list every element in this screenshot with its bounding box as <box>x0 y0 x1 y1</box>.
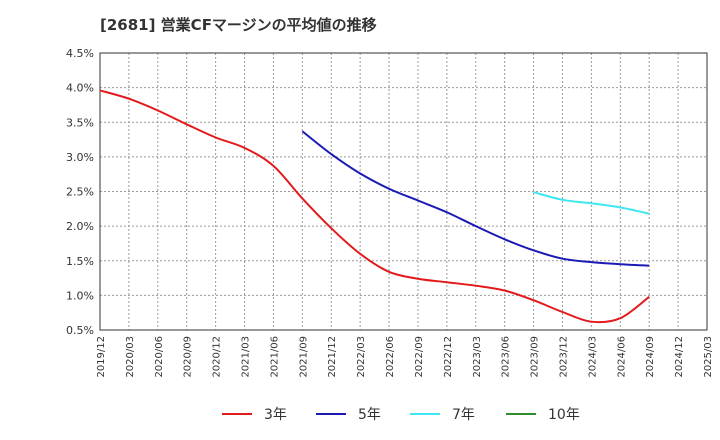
x-tick-label: 2024/06 <box>616 336 627 378</box>
axes: 0.5% 1.0% 1.5% 2.0% 2.5% 3.0% 3.5% 4.0% 4.5% 2019… <box>66 47 714 378</box>
y-tick-label: 2.5% <box>66 186 94 199</box>
x-tick-label: 2021/06 <box>269 336 280 378</box>
x-tick-label: 2022/06 <box>385 336 396 378</box>
chart-title: [2681] 営業CFマージンの平均値の推移 <box>100 16 377 34</box>
legend-label: 10年 <box>548 407 580 423</box>
y-tick-label: 2.0% <box>66 220 94 233</box>
y-tick-label: 1.0% <box>66 289 94 302</box>
plot-frame <box>99 52 708 331</box>
series-lines <box>99 89 650 324</box>
series-line <box>533 191 650 215</box>
x-tick-label: 2019/12 <box>96 336 107 378</box>
x-tick-label: 2022/03 <box>356 336 367 378</box>
x-tick-label: 2021/03 <box>241 336 252 378</box>
x-tick-label: 2020/09 <box>183 336 194 378</box>
y-tick-label: 3.0% <box>66 151 94 164</box>
x-tick-label: 2023/12 <box>558 336 569 378</box>
x-tick-label: 2022/09 <box>414 336 425 378</box>
series-line <box>99 89 650 324</box>
x-tick-label: 2020/12 <box>212 336 223 378</box>
x-tick-label: 2020/06 <box>154 336 165 378</box>
y-tick-label: 1.5% <box>66 255 94 268</box>
legend-label: 5年 <box>358 407 381 423</box>
x-tick-label: 2023/03 <box>472 336 483 378</box>
legend-label: 3年 <box>264 407 287 423</box>
legend-label: 7年 <box>452 407 475 423</box>
grid <box>99 52 708 331</box>
x-tick-label: 2022/12 <box>443 336 454 378</box>
x-tick-label: 2023/06 <box>501 336 512 378</box>
x-tick-label: 2024/09 <box>645 336 656 378</box>
x-tick-label: 2023/09 <box>530 336 541 378</box>
legend: 3年 5年 7年 10年 <box>222 407 580 423</box>
x-tick-label: 2024/12 <box>674 336 685 378</box>
y-tick-label: 3.5% <box>66 116 94 129</box>
x-tick-label: 2024/03 <box>587 336 598 378</box>
x-tick-label: 2020/03 <box>125 336 136 378</box>
y-tick-label: 4.0% <box>66 82 94 95</box>
series-line <box>301 130 650 267</box>
x-tick-label: 2021/12 <box>327 336 338 378</box>
x-tick-label: 2021/09 <box>298 336 309 378</box>
x-tick-label: 2025/03 <box>703 336 714 378</box>
y-tick-label: 4.5% <box>66 47 94 60</box>
y-tick-label: 0.5% <box>66 324 94 337</box>
